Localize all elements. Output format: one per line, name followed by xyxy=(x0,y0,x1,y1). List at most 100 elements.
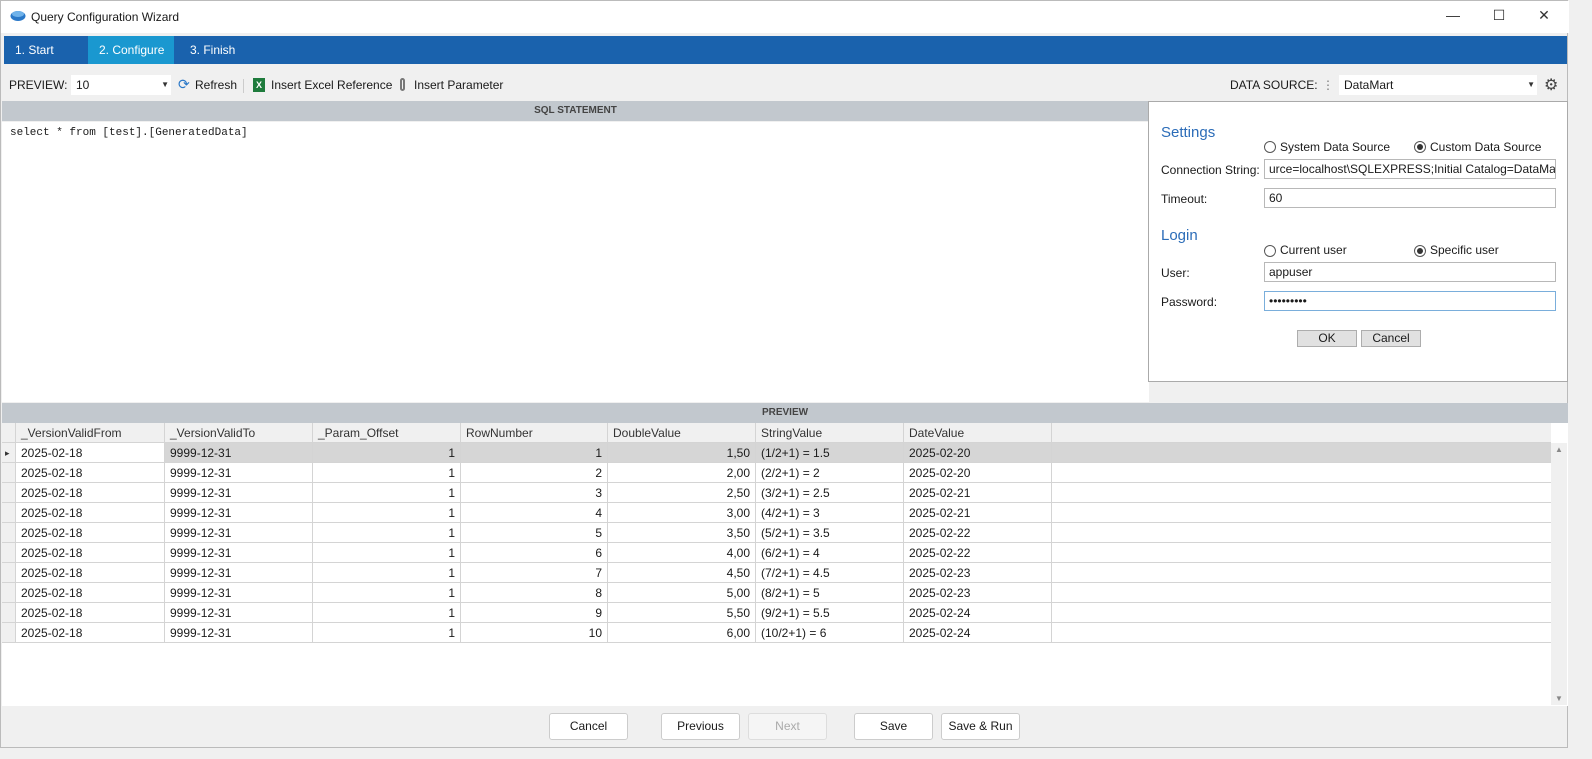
table-cell[interactable]: (4/2+1) = 3 xyxy=(756,503,904,523)
preview-count-select[interactable]: 10 ▼ xyxy=(71,75,171,95)
table-cell[interactable]: 2025-02-21 xyxy=(904,503,1052,523)
table-cell[interactable]: 1 xyxy=(313,563,461,583)
table-cell[interactable]: 2 xyxy=(461,463,608,483)
maximize-button[interactable]: ☐ xyxy=(1492,7,1506,23)
password-input[interactable]: ••••••••• xyxy=(1264,291,1556,311)
table-cell[interactable]: 6,00 xyxy=(608,623,756,643)
refresh-button[interactable]: Refresh xyxy=(195,78,238,92)
column-header-versionvalidto[interactable]: _VersionValidTo xyxy=(165,423,313,443)
table-cell[interactable]: 1 xyxy=(313,503,461,523)
table-cell[interactable]: 2025-02-18 xyxy=(16,483,165,503)
table-cell[interactable]: 2025-02-18 xyxy=(16,543,165,563)
row-indicator[interactable] xyxy=(2,483,16,503)
table-cell[interactable]: 3,00 xyxy=(608,503,756,523)
more-options-icon[interactable]: ⋮ xyxy=(1322,78,1334,92)
row-indicator[interactable] xyxy=(2,463,16,483)
table-cell[interactable]: 3 xyxy=(461,483,608,503)
table-cell[interactable]: 1 xyxy=(313,623,461,643)
table-cell[interactable]: (6/2+1) = 4 xyxy=(756,543,904,563)
system-data-source-radio[interactable] xyxy=(1264,141,1276,153)
row-indicator[interactable] xyxy=(2,503,16,523)
table-cell[interactable]: 1 xyxy=(313,463,461,483)
table-cell[interactable]: 9999-12-31 xyxy=(165,543,313,563)
connection-string-input[interactable]: urce=localhost\SQLEXPRESS;Initial Catalo… xyxy=(1264,159,1556,179)
table-cell[interactable]: 8 xyxy=(461,583,608,603)
table-cell[interactable]: 2025-02-22 xyxy=(904,523,1052,543)
table-cell[interactable]: (10/2+1) = 6 xyxy=(756,623,904,643)
specific-user-radio[interactable] xyxy=(1414,245,1426,257)
table-cell[interactable]: 2025-02-24 xyxy=(904,623,1052,643)
table-cell[interactable]: 10 xyxy=(461,623,608,643)
save-and-run-button[interactable]: Save & Run xyxy=(941,713,1020,740)
table-cell[interactable]: 9999-12-31 xyxy=(165,443,313,463)
table-cell[interactable]: 4,00 xyxy=(608,543,756,563)
table-cell[interactable]: 5,00 xyxy=(608,583,756,603)
table-cell[interactable]: 9999-12-31 xyxy=(165,503,313,523)
sql-editor[interactable]: select * from [test].[GeneratedData] xyxy=(2,122,1149,402)
custom-data-source-radio[interactable] xyxy=(1414,141,1426,153)
table-cell[interactable]: 2025-02-24 xyxy=(904,603,1052,623)
table-cell[interactable]: 2025-02-23 xyxy=(904,583,1052,603)
table-cell[interactable]: 2025-02-18 xyxy=(16,463,165,483)
user-input[interactable]: appuser xyxy=(1264,262,1556,282)
table-cell[interactable]: (3/2+1) = 2.5 xyxy=(756,483,904,503)
row-indicator[interactable] xyxy=(2,623,16,643)
cancel-button[interactable]: Cancel xyxy=(549,713,628,740)
row-indicator[interactable] xyxy=(2,523,16,543)
table-cell[interactable]: 9999-12-31 xyxy=(165,463,313,483)
ok-button[interactable]: OK xyxy=(1297,330,1357,347)
table-cell[interactable]: 2025-02-21 xyxy=(904,483,1052,503)
table-cell[interactable]: 9999-12-31 xyxy=(165,523,313,543)
table-cell[interactable]: 2025-02-18 xyxy=(16,623,165,643)
table-cell[interactable]: 1 xyxy=(461,443,608,463)
table-cell[interactable]: (2/2+1) = 2 xyxy=(756,463,904,483)
data-source-select[interactable]: DataMart ▼ xyxy=(1339,75,1537,95)
previous-button[interactable]: Previous xyxy=(661,713,740,740)
table-cell[interactable]: 4 xyxy=(461,503,608,523)
table-cell[interactable]: 2025-02-18 xyxy=(16,603,165,623)
table-cell[interactable]: (9/2+1) = 5.5 xyxy=(756,603,904,623)
table-cell[interactable]: 2025-02-18 xyxy=(16,443,165,463)
table-cell[interactable]: 5 xyxy=(461,523,608,543)
column-header-datevalue[interactable]: DateValue xyxy=(904,423,1052,443)
table-cell[interactable]: 2,00 xyxy=(608,463,756,483)
save-button[interactable]: Save xyxy=(854,713,933,740)
table-cell[interactable]: 2025-02-18 xyxy=(16,563,165,583)
next-button[interactable]: Next xyxy=(748,713,827,740)
table-cell[interactable]: 6 xyxy=(461,543,608,563)
table-cell[interactable]: 2025-02-18 xyxy=(16,583,165,603)
scroll-up-icon[interactable]: ▲ xyxy=(1555,445,1563,454)
settings-cancel-button[interactable]: Cancel xyxy=(1361,330,1421,347)
table-cell[interactable]: 5,50 xyxy=(608,603,756,623)
table-cell[interactable]: 2025-02-23 xyxy=(904,563,1052,583)
minimize-button[interactable]: — xyxy=(1446,7,1460,23)
table-cell[interactable]: 1,50 xyxy=(608,443,756,463)
step-finish[interactable]: 3. Finish xyxy=(190,43,236,57)
table-cell[interactable]: 9999-12-31 xyxy=(165,603,313,623)
table-cell[interactable]: 1 xyxy=(313,523,461,543)
row-indicator[interactable] xyxy=(2,543,16,563)
table-cell[interactable]: 3,50 xyxy=(608,523,756,543)
table-cell[interactable]: 9 xyxy=(461,603,608,623)
close-button[interactable]: ✕ xyxy=(1538,7,1550,23)
table-cell[interactable]: 9999-12-31 xyxy=(165,563,313,583)
table-cell[interactable]: 1 xyxy=(313,443,461,463)
step-configure[interactable]: 2. Configure xyxy=(88,36,174,64)
row-indicator[interactable] xyxy=(2,583,16,603)
row-indicator[interactable] xyxy=(2,563,16,583)
table-cell[interactable]: 2025-02-20 xyxy=(904,443,1052,463)
table-cell[interactable]: (8/2+1) = 5 xyxy=(756,583,904,603)
table-cell[interactable]: 9999-12-31 xyxy=(165,623,313,643)
timeout-input[interactable]: 60 xyxy=(1264,188,1556,208)
table-cell[interactable]: 1 xyxy=(313,543,461,563)
column-header-rownumber[interactable]: RowNumber xyxy=(461,423,608,443)
table-cell[interactable]: 7 xyxy=(461,563,608,583)
insert-excel-reference-button[interactable]: Insert Excel Reference xyxy=(271,78,393,92)
table-cell[interactable]: 2025-02-22 xyxy=(904,543,1052,563)
table-cell[interactable]: 1 xyxy=(313,583,461,603)
current-user-radio[interactable] xyxy=(1264,245,1276,257)
vertical-scrollbar[interactable]: ▲ ▼ xyxy=(1551,443,1567,705)
table-cell[interactable]: 2025-02-20 xyxy=(904,463,1052,483)
table-cell[interactable]: 2025-02-18 xyxy=(16,503,165,523)
column-header-versionvalidfrom[interactable]: _VersionValidFrom xyxy=(16,423,165,443)
